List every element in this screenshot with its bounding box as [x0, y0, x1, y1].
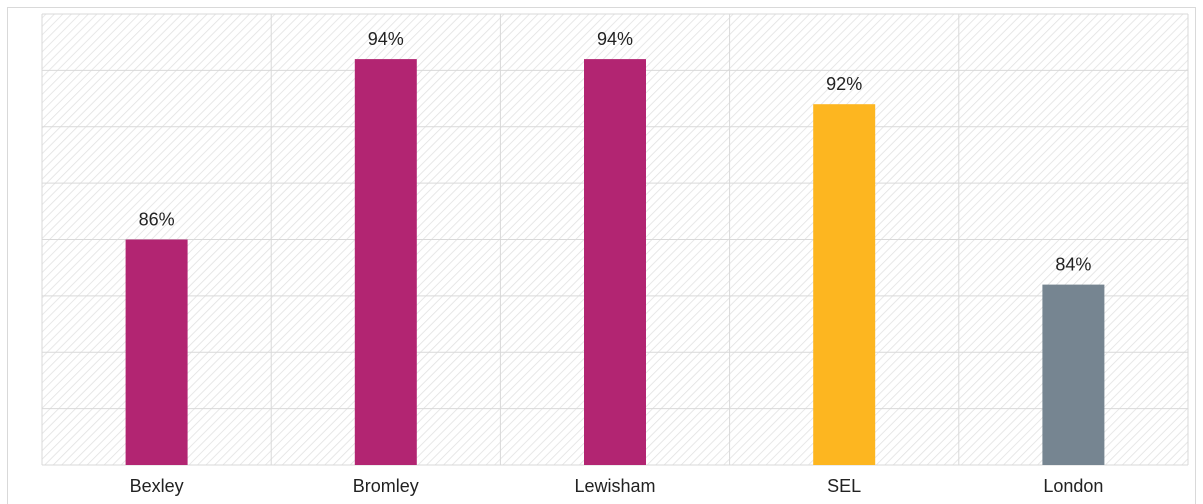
bar-bromley: [354, 59, 417, 465]
bar-london: [1042, 284, 1105, 465]
bar-bexley: [125, 239, 188, 465]
category-label-lewisham: Lewisham: [574, 476, 655, 496]
data-label-bexley: 86%: [139, 210, 175, 230]
category-label-sel: SEL: [827, 476, 861, 496]
data-label-london: 84%: [1055, 255, 1091, 275]
data-label-lewisham: 94%: [597, 29, 633, 49]
chart-frame: [7, 7, 1196, 504]
bar-sel: [813, 104, 876, 465]
data-label-bromley: 94%: [368, 29, 404, 49]
bars: [125, 59, 1105, 465]
category-label-london: London: [1043, 476, 1103, 496]
data-label-sel: 92%: [826, 74, 862, 94]
category-label-bexley: Bexley: [130, 476, 184, 496]
data-labels: 86% 94% 94% 92% 84%: [139, 29, 1092, 275]
category-labels: Bexley Bromley Lewisham SEL London: [130, 476, 1104, 496]
category-label-bromley: Bromley: [353, 476, 419, 496]
bar-lewisham: [584, 59, 646, 465]
